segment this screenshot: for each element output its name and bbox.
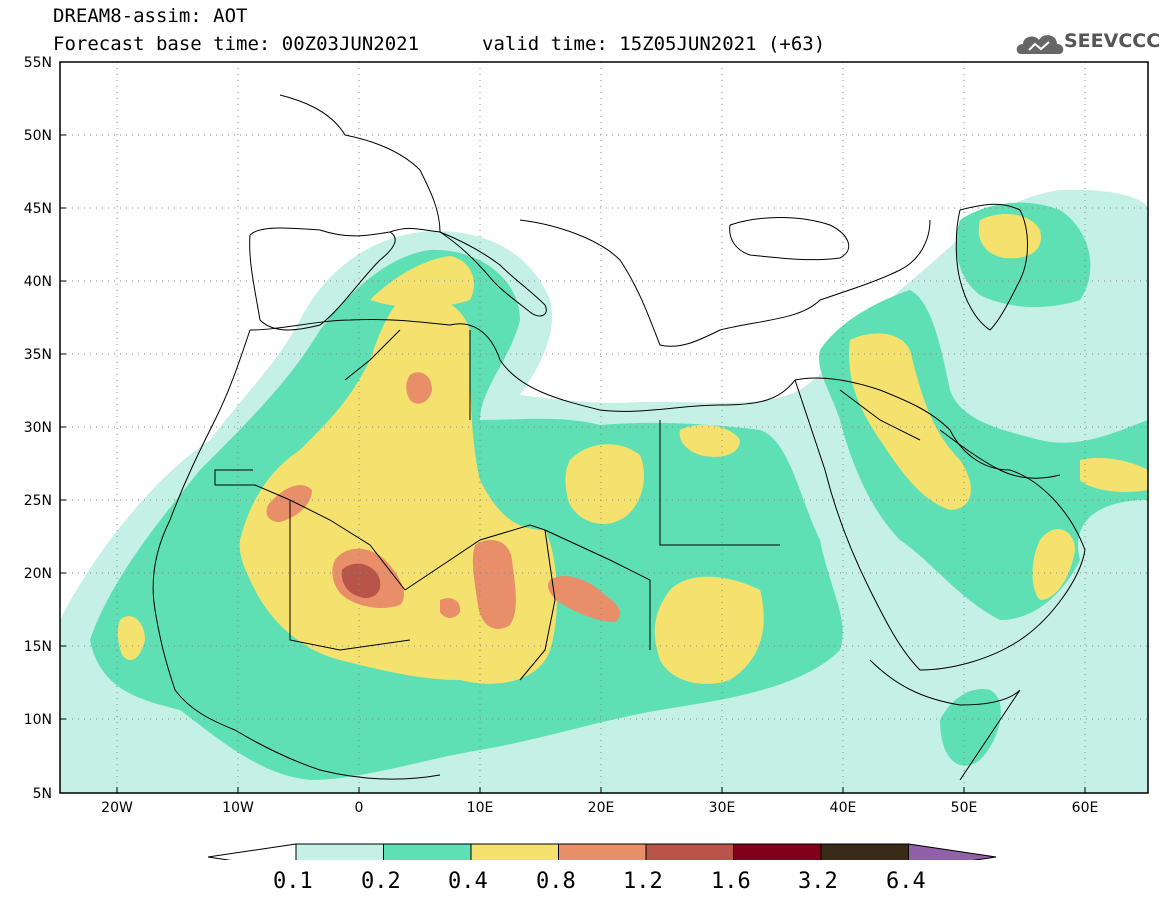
colorbar-label: 6.4 — [886, 869, 926, 894]
colorbar-over-arrow — [908, 843, 997, 860]
aot-map: 55N 50N 45N 40N 35N 30N 25N 20N 15N 10N … — [24, 55, 1149, 860]
coastlines — [152, 94, 1086, 781]
lon-label: 10W — [222, 800, 254, 816]
logo-text: SEEVCCC — [1064, 30, 1161, 52]
lat-label: 50N — [24, 128, 52, 144]
colorbar-label: 0.4 — [448, 869, 488, 894]
cloud-icon — [1016, 35, 1064, 54]
map-title: DREAM8-assim: AOT — [53, 5, 248, 27]
lon-label: 20E — [588, 800, 615, 816]
lon-label: 0 — [355, 800, 364, 816]
lon-label: 60E — [1072, 800, 1099, 816]
colorbar-bin — [383, 843, 472, 860]
lat-label: 20N — [24, 566, 52, 582]
lat-label: 55N — [24, 55, 52, 71]
lat-label: 35N — [24, 347, 52, 363]
colorbar-label: 1.2 — [623, 869, 663, 894]
colorbar — [207, 843, 997, 860]
lon-label: 40E — [830, 800, 857, 816]
colorbar-bin — [295, 843, 384, 860]
colorbar-label: 0.2 — [361, 869, 401, 894]
lat-label: 40N — [24, 274, 52, 290]
colorbar-label: 1.6 — [711, 869, 751, 894]
lon-label: 50E — [951, 800, 978, 816]
lat-label: 5N — [33, 786, 52, 802]
colorbar-bin — [645, 843, 734, 860]
colorbar-bin — [820, 843, 909, 860]
lat-label: 25N — [24, 493, 52, 509]
lat-label: 45N — [24, 201, 52, 217]
lat-label: 10N — [24, 712, 52, 728]
colorbar-bin — [558, 843, 647, 860]
aot-level-1.2 — [341, 563, 381, 598]
colorbar-label: 0.8 — [536, 869, 576, 894]
colorbar-under-arrow — [207, 843, 297, 860]
colorbar-bin — [470, 843, 559, 860]
valid-time: valid time: 15Z05JUN2021 (+63) — [482, 33, 826, 55]
colorbar-bin — [733, 843, 822, 860]
lon-label: 10E — [467, 800, 494, 816]
lat-label: 15N — [24, 639, 52, 655]
forecast-base-time: Forecast base time: 00Z03JUN2021 — [53, 33, 420, 55]
lon-label: 30E — [709, 800, 736, 816]
colorbar-label: 0.1 — [273, 869, 313, 894]
lon-label: 20W — [101, 800, 133, 816]
lat-label: 30N — [24, 420, 52, 436]
colorbar-label: 3.2 — [798, 869, 838, 894]
